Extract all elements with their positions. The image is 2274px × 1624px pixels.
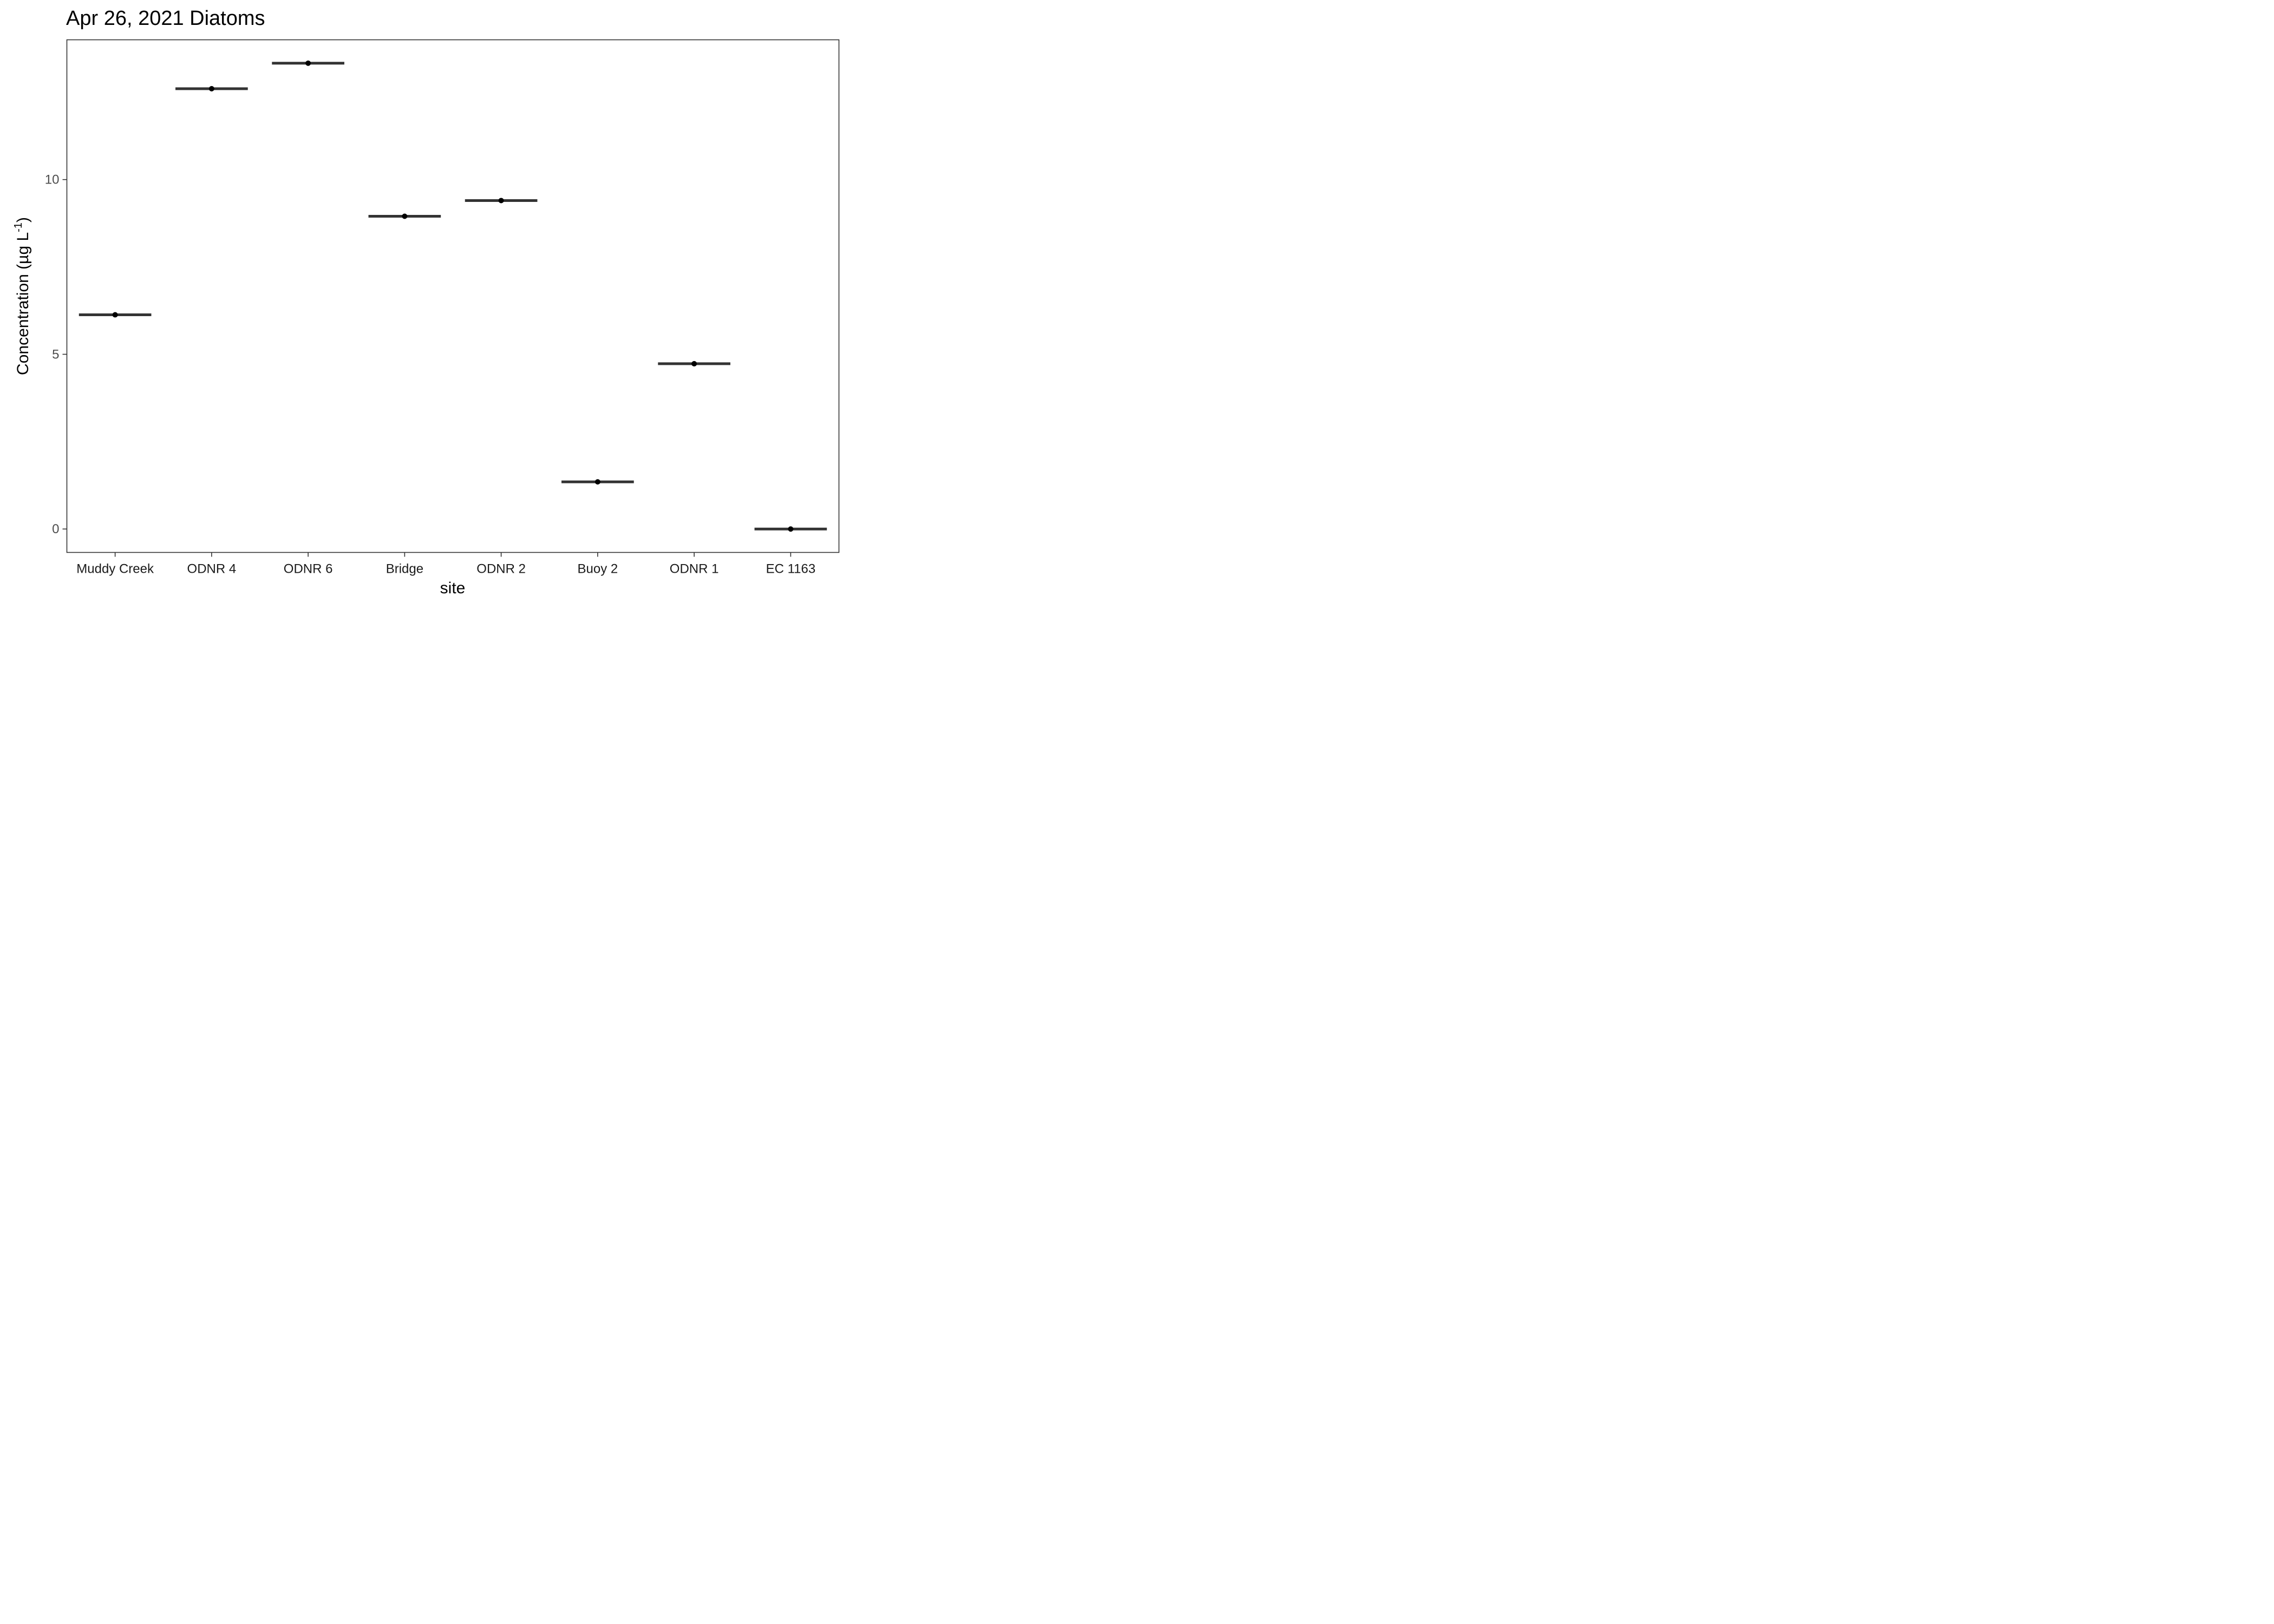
data-point (498, 198, 504, 204)
x-tick-label: EC 1163 (766, 562, 816, 577)
y-tick-label: 5 (52, 347, 59, 362)
panel-border (66, 39, 840, 553)
y-tick-label: 0 (52, 522, 59, 536)
data-point (594, 479, 600, 485)
plot-marks (79, 60, 827, 532)
x-tick-label: Bridge (386, 562, 423, 577)
y-axis: 0 5 10 (45, 173, 67, 536)
x-tick-label: ODNR 4 (187, 562, 237, 577)
x-axis-title: site (440, 579, 466, 597)
chart-title: Apr 26, 2021 Diatoms (66, 7, 265, 30)
data-point (691, 361, 697, 366)
x-tick-label: Muddy Creek (76, 562, 154, 577)
x-tick-label: ODNR 6 (284, 562, 333, 577)
x-axis: Muddy Creek ODNR 4 ODNR 6 Bridge ODNR 2 Buoy … (76, 552, 816, 577)
data-point (208, 86, 214, 91)
y-axis-title-close: ) (14, 217, 32, 222)
chart: Apr 26, 2021 Diatoms 0 5 10 Muddy Creek ODN… (12, 7, 840, 597)
y-axis-title: Concentration (µg L-1) (12, 217, 32, 375)
x-tick-label: ODNR 2 (476, 562, 526, 577)
data-point (788, 526, 794, 532)
data-point (402, 213, 408, 219)
y-axis-title-main: Concentration (µg L (14, 232, 32, 375)
x-tick-label: Buoy 2 (578, 562, 618, 577)
y-tick-label: 10 (45, 173, 60, 187)
data-point (305, 60, 311, 66)
x-tick-label: ODNR 1 (670, 562, 719, 577)
data-point (112, 312, 118, 318)
y-axis-title-superscript: -1 (12, 222, 24, 232)
